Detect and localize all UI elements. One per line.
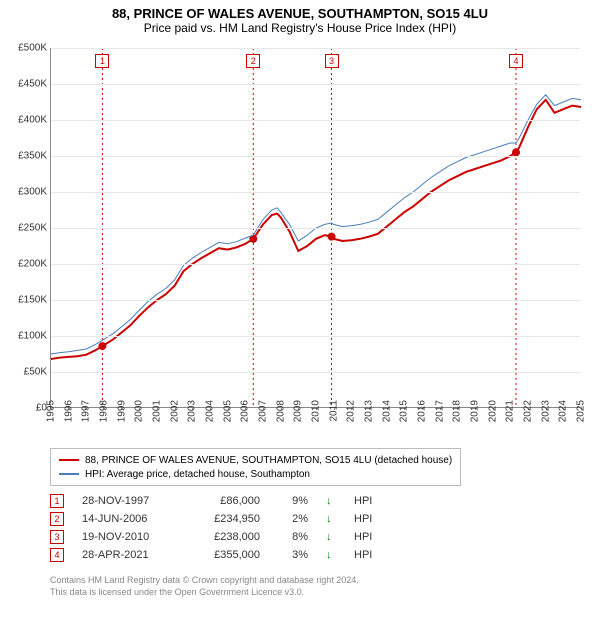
footer: Contains HM Land Registry data © Crown c…: [50, 574, 359, 598]
events-table: 1 28-NOV-1997 £86,000 9% ↓ HPI 2 14-JUN-…: [50, 492, 384, 564]
event-marker-badge: 3: [325, 54, 339, 68]
event-number-badge: 2: [50, 512, 64, 526]
x-axis-label: 2022: [523, 400, 534, 422]
down-arrow-icon: ↓: [326, 531, 336, 543]
legend-item-property: 88, PRINCE OF WALES AVENUE, SOUTHAMPTON,…: [59, 453, 452, 467]
event-row: 3 19-NOV-2010 £238,000 8% ↓ HPI: [50, 528, 384, 546]
down-arrow-icon: ↓: [326, 495, 336, 507]
chart-container: 88, PRINCE OF WALES AVENUE, SOUTHAMPTON,…: [0, 0, 600, 620]
down-arrow-icon: ↓: [326, 513, 336, 525]
y-axis-label: £450K: [7, 79, 47, 90]
event-row: 1 28-NOV-1997 £86,000 9% ↓ HPI: [50, 492, 384, 510]
event-pct: 9%: [278, 495, 308, 507]
x-axis-label: 2004: [205, 400, 216, 422]
legend: 88, PRINCE OF WALES AVENUE, SOUTHAMPTON,…: [50, 448, 461, 486]
x-axis-label: 2010: [311, 400, 322, 422]
x-axis-label: 2014: [381, 400, 392, 422]
x-axis-label: 2001: [152, 400, 163, 422]
event-number-badge: 1: [50, 494, 64, 508]
event-price: £238,000: [190, 531, 260, 543]
event-row: 2 14-JUN-2006 £234,950 2% ↓ HPI: [50, 510, 384, 528]
x-axis-label: 2024: [558, 400, 569, 422]
x-axis-label: 2012: [346, 400, 357, 422]
x-axis-label: 2018: [452, 400, 463, 422]
x-axis-label: 2015: [399, 400, 410, 422]
x-axis-label: 2019: [470, 400, 481, 422]
y-axis-label: £200K: [7, 259, 47, 270]
x-axis-label: 2000: [134, 400, 145, 422]
x-axis-label: 2013: [364, 400, 375, 422]
event-hpi-label: HPI: [354, 549, 384, 561]
event-date: 28-APR-2021: [82, 549, 172, 561]
legend-swatch: [59, 473, 79, 475]
x-axis-label: 2009: [293, 400, 304, 422]
event-hpi-label: HPI: [354, 513, 384, 525]
event-price: £234,950: [190, 513, 260, 525]
y-axis-label: £100K: [7, 331, 47, 342]
event-date: 28-NOV-1997: [82, 495, 172, 507]
event-pct: 8%: [278, 531, 308, 543]
x-axis-label: 2025: [576, 400, 587, 422]
event-price: £86,000: [190, 495, 260, 507]
event-price: £355,000: [190, 549, 260, 561]
event-marker-badge: 1: [95, 54, 109, 68]
footer-line-1: Contains HM Land Registry data © Crown c…: [50, 574, 359, 586]
event-row: 4 28-APR-2021 £355,000 3% ↓ HPI: [50, 546, 384, 564]
x-axis-label: 2007: [258, 400, 269, 422]
y-axis-label: £150K: [7, 295, 47, 306]
event-pct: 2%: [278, 513, 308, 525]
event-number-badge: 3: [50, 530, 64, 544]
event-marker-badge: 2: [246, 54, 260, 68]
event-marker-badge: 4: [509, 54, 523, 68]
x-axis-label: 1996: [63, 400, 74, 422]
x-axis-label: 2005: [222, 400, 233, 422]
y-axis-label: £0: [7, 403, 47, 414]
x-axis-label: 2002: [169, 400, 180, 422]
event-date: 19-NOV-2010: [82, 531, 172, 543]
event-pct: 3%: [278, 549, 308, 561]
y-axis-label: £350K: [7, 151, 47, 162]
x-axis-label: 2020: [487, 400, 498, 422]
x-axis-label: 2003: [187, 400, 198, 422]
x-axis-label: 2021: [505, 400, 516, 422]
event-number-badge: 4: [50, 548, 64, 562]
y-axis-label: £250K: [7, 223, 47, 234]
x-axis-label: 2008: [275, 400, 286, 422]
event-hpi-label: HPI: [354, 495, 384, 507]
down-arrow-icon: ↓: [326, 549, 336, 561]
x-axis-label: 2016: [417, 400, 428, 422]
legend-item-hpi: HPI: Average price, detached house, Sout…: [59, 467, 452, 481]
title-block: 88, PRINCE OF WALES AVENUE, SOUTHAMPTON,…: [0, 0, 600, 35]
footer-line-2: This data is licensed under the Open Gov…: [50, 586, 359, 598]
y-axis-label: £50K: [7, 367, 47, 378]
x-axis-label: 2011: [328, 400, 339, 422]
legend-label: 88, PRINCE OF WALES AVENUE, SOUTHAMPTON,…: [85, 455, 452, 466]
y-axis-label: £300K: [7, 187, 47, 198]
y-axis-label: £500K: [7, 43, 47, 54]
x-axis-label: 2017: [434, 400, 445, 422]
y-axis-label: £400K: [7, 115, 47, 126]
x-axis-label: 1999: [116, 400, 127, 422]
event-date: 14-JUN-2006: [82, 513, 172, 525]
chart-title-1: 88, PRINCE OF WALES AVENUE, SOUTHAMPTON,…: [0, 6, 600, 21]
x-axis-label: 1997: [81, 400, 92, 422]
x-axis-label: 1995: [46, 400, 57, 422]
x-axis-label: 2006: [240, 400, 251, 422]
x-axis-label: 1998: [99, 400, 110, 422]
event-hpi-label: HPI: [354, 531, 384, 543]
legend-swatch: [59, 459, 79, 461]
x-axis-label: 2023: [540, 400, 551, 422]
chart-title-2: Price paid vs. HM Land Registry's House …: [0, 21, 600, 35]
plot-area: £0£50K£100K£150K£200K£250K£300K£350K£400…: [50, 48, 580, 408]
legend-label: HPI: Average price, detached house, Sout…: [85, 469, 310, 480]
